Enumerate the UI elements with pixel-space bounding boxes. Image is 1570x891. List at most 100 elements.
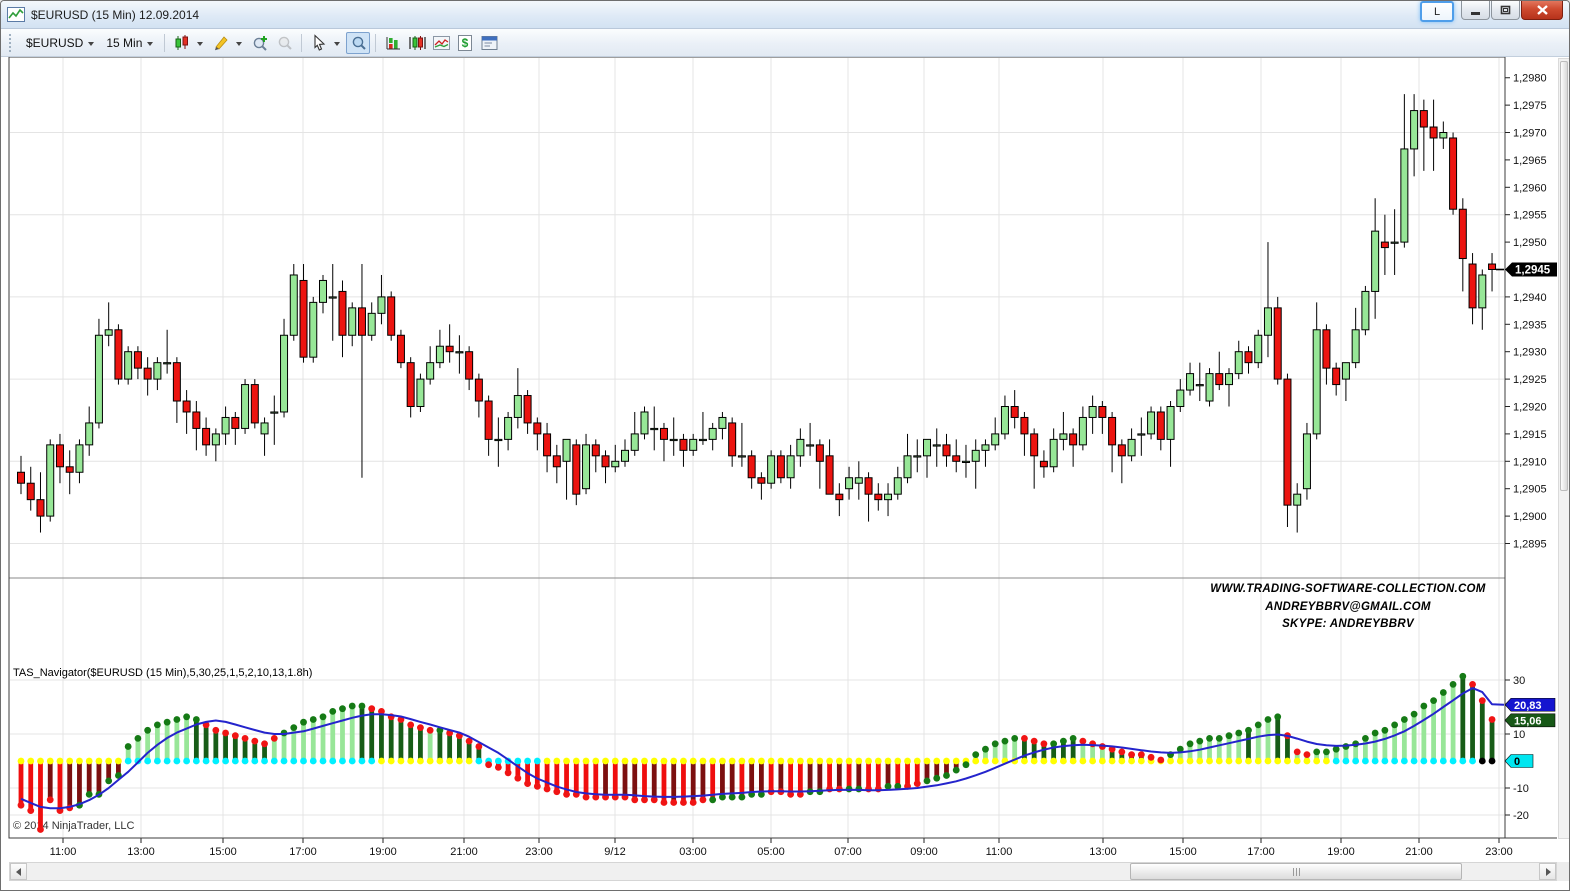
- indicator-dot: [796, 791, 804, 798]
- zero-line-dot: [670, 757, 678, 765]
- indicator-bar: [758, 761, 764, 794]
- chart-window-icon: [7, 7, 25, 22]
- indicator-bar: [1401, 720, 1407, 761]
- zero-line-dot: [115, 757, 122, 765]
- scroll-left-button[interactable]: [10, 863, 27, 880]
- horizontal-scroll-thumb[interactable]: [1130, 863, 1462, 880]
- indicator-bar: [398, 720, 404, 761]
- restore-button[interactable]: [1491, 1, 1520, 20]
- indicator-dot: [524, 780, 531, 787]
- interval-dropdown-icon[interactable]: [147, 41, 154, 46]
- indicator-dot: [290, 724, 298, 731]
- interval-selector[interactable]: 15 Min: [106, 35, 143, 50]
- candle-body: [260, 422, 269, 435]
- indicator-bar: [778, 761, 784, 791]
- drawing-tools-dropdown-icon[interactable]: [236, 41, 243, 46]
- indicator-dot: [943, 772, 950, 779]
- instrument-selector[interactable]: $EURUSD: [26, 35, 84, 50]
- drawing-tools-button[interactable]: [209, 32, 233, 54]
- chart-style-dropdown-icon[interactable]: [197, 41, 204, 46]
- indicator-dot: [1118, 748, 1126, 756]
- time-tick-label: 19:00: [1327, 846, 1355, 858]
- candle-type-button[interactable]: [405, 32, 429, 54]
- indicator-dot: [1449, 681, 1457, 688]
- zero-line-dot: [650, 757, 658, 765]
- indicator-dot: [144, 726, 152, 734]
- toolbar-grip[interactable]: [9, 33, 16, 52]
- indicator-dot: [1332, 745, 1340, 753]
- candle-body: [1468, 263, 1477, 309]
- zero-line-dot: [1235, 757, 1243, 765]
- indicator-dot: [1410, 710, 1418, 718]
- zero-line-dot: [602, 757, 609, 765]
- vertical-scroll-thumb[interactable]: [1560, 61, 1568, 491]
- time-tick-label: 15:00: [209, 846, 237, 858]
- indicator-dot: [543, 785, 551, 793]
- indicator-dot: [952, 766, 960, 774]
- line-chart-button[interactable]: [429, 32, 453, 54]
- vertical-scrollbar[interactable]: [1558, 58, 1569, 839]
- link-button[interactable]: L: [1420, 1, 1454, 22]
- zero-line-dot: [241, 757, 249, 765]
- zoom-out-button[interactable]: [272, 32, 296, 54]
- indicator-dot: [874, 785, 882, 793]
- indicator-bar: [174, 720, 180, 761]
- zero-line-dot: [1021, 757, 1028, 765]
- indicator-bar: [47, 761, 53, 799]
- indicator-bar: [262, 744, 267, 761]
- horizontal-scrollbar[interactable]: [9, 862, 1557, 881]
- minimize-button[interactable]: [1461, 1, 1490, 20]
- indicator-dot: [417, 724, 424, 731]
- candle-body: [1020, 416, 1029, 435]
- candle-body: [328, 296, 337, 299]
- title-bar[interactable]: $EURUSD (15 Min) 12.09.2014 L: [1, 1, 1569, 29]
- chart-area[interactable]: 11:00 13:00 15:00 17:00 19:00 21:00 23:00 9/12 0…: [1, 57, 1570, 861]
- zero-line-dot: [1469, 757, 1476, 765]
- zero-line-dot: [251, 757, 259, 765]
- candle-body: [961, 460, 970, 463]
- candle-body: [104, 329, 113, 336]
- candle-body: [494, 438, 503, 442]
- zero-line-dot: [17, 757, 25, 765]
- indicator-bar: [534, 761, 540, 786]
- zoom-in-button[interactable]: [248, 32, 272, 54]
- zero-line-dot: [787, 757, 795, 765]
- candle-body: [406, 362, 415, 408]
- close-button[interactable]: [1521, 1, 1563, 20]
- candle-body: [65, 466, 74, 473]
- bar-type-button[interactable]: [381, 32, 405, 54]
- candle-body: [845, 477, 854, 490]
- zero-line-dot: [709, 757, 717, 765]
- candle-body: [698, 438, 707, 442]
- candle-body: [250, 384, 259, 424]
- indicator-bar: [934, 761, 940, 778]
- chart-style-button[interactable]: [170, 32, 194, 54]
- indicator-bar: [1470, 685, 1475, 761]
- candle-body: [874, 493, 883, 501]
- indicator-dot: [1030, 737, 1038, 745]
- candle-body: [1273, 307, 1282, 380]
- indicator-bar: [28, 761, 34, 810]
- cursor-dropdown-icon[interactable]: [334, 41, 341, 46]
- data-box-button[interactable]: [346, 31, 371, 54]
- panel-properties-button[interactable]: [477, 32, 501, 54]
- indicator-bar: [135, 739, 141, 761]
- indicator-bar: [437, 731, 443, 761]
- zero-line-dot: [660, 757, 668, 765]
- time-tick-label: 15:00: [1169, 846, 1197, 858]
- indicator-dot: [85, 791, 93, 798]
- candle-body: [1088, 406, 1097, 418]
- indicator-bar: [1246, 731, 1251, 761]
- indicator-bar: [369, 709, 375, 761]
- candle-body: [455, 351, 464, 354]
- indicator-bar: [1411, 715, 1417, 761]
- instrument-dropdown-icon[interactable]: [88, 41, 95, 46]
- candle-body: [504, 416, 513, 440]
- cursor-button[interactable]: [307, 32, 331, 54]
- scroll-right-button[interactable]: [1539, 863, 1556, 880]
- dollar-report-button[interactable]: $: [453, 32, 477, 54]
- indicator-dot: [1147, 753, 1155, 761]
- indicator-bar: [895, 761, 901, 786]
- zero-line-dot: [378, 757, 385, 765]
- indicator-dot: [192, 716, 200, 723]
